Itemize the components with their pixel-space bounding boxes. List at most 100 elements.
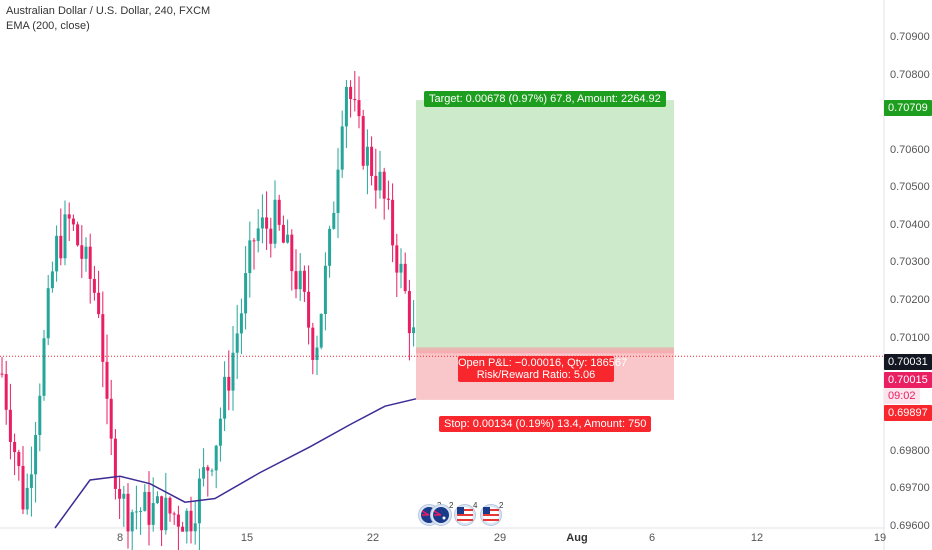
bull-candle — [25, 487, 29, 510]
bull-candle — [231, 352, 235, 391]
bull-candle — [84, 246, 88, 259]
bull-candle — [42, 338, 46, 396]
bull-candle — [332, 212, 336, 229]
bull-candle — [286, 234, 290, 243]
pnl-label[interactable]: Open P&L: −0.00016, Qty: 186567 Risk/Rew… — [458, 356, 627, 382]
time-tick: 22 — [366, 532, 380, 544]
bear-candle — [76, 224, 80, 246]
price-tick: 0.69800 — [890, 445, 930, 457]
bear-candle — [0, 373, 4, 375]
bull-candle — [256, 228, 260, 241]
event-count: 2 — [449, 501, 454, 510]
bear-candle — [311, 327, 315, 360]
event-count: 2 — [499, 501, 504, 510]
price-tick: 0.70200 — [890, 294, 930, 306]
australia-flag-icon[interactable]: 2 — [430, 501, 454, 526]
bear-candle — [113, 438, 117, 489]
bull-candle — [235, 333, 239, 353]
time-tick: 15 — [240, 532, 254, 544]
bear-candle — [302, 270, 306, 292]
bear-candle — [8, 409, 12, 442]
bull-candle — [319, 314, 323, 348]
price-tick: 0.69700 — [890, 482, 930, 494]
bull-candle — [223, 376, 227, 419]
bear-candle — [147, 491, 151, 525]
bear-candle — [290, 234, 294, 272]
event-count: 4 — [473, 501, 478, 510]
bear-candle — [13, 441, 17, 453]
bear-candle — [386, 198, 390, 200]
time-tick-month: Aug — [566, 532, 588, 544]
bear-candle — [403, 263, 407, 292]
bull-candle — [50, 271, 54, 289]
bear-candle — [206, 467, 210, 471]
bull-candle — [38, 395, 42, 436]
bull-candle — [151, 503, 155, 525]
bull-candle — [202, 467, 206, 479]
us-flag-icon[interactable]: 2 — [480, 501, 504, 526]
bear-candle — [17, 452, 21, 466]
time-tick: 19 — [873, 532, 887, 544]
bull-candle — [412, 327, 416, 334]
bull-candle — [336, 169, 340, 213]
price-tick: 0.70800 — [890, 69, 930, 81]
bear-candle — [172, 513, 176, 515]
time-tick: 29 — [493, 532, 507, 544]
bull-candle — [344, 86, 348, 127]
bear-candle — [105, 361, 109, 399]
risk-reward-text: Risk/Reward Ratio: 5.06 — [476, 369, 596, 381]
bull-candle — [134, 511, 138, 513]
bear-candle — [92, 278, 96, 293]
bull-candle — [193, 523, 197, 532]
price-tick: 0.70600 — [890, 144, 930, 156]
price-tick: 0.70900 — [890, 31, 930, 43]
bull-candle — [239, 313, 243, 334]
bull-candle — [139, 510, 143, 512]
target-zone — [416, 100, 674, 351]
bear-candle — [4, 374, 8, 410]
target-label[interactable]: Target: 0.00678 (0.97%) 67.8, Amount: 22… — [424, 91, 666, 107]
bear-candle — [59, 235, 63, 259]
bull-candle — [365, 146, 369, 166]
bear-candle — [118, 488, 122, 499]
bear-candle — [294, 271, 298, 290]
bear-candle — [353, 99, 357, 101]
bear-candle — [269, 228, 273, 244]
bear-candle — [370, 146, 374, 176]
bull-candle — [185, 510, 189, 532]
indicator-title[interactable]: EMA (200, close) — [6, 20, 90, 32]
bull-candle — [399, 263, 403, 273]
bull-candle — [46, 288, 50, 339]
bear-candle — [382, 171, 386, 199]
current-price-tag: 0.70015 — [884, 372, 932, 388]
bear-candle — [227, 376, 231, 391]
price-tick: 0.70300 — [890, 256, 930, 268]
bull-candle — [130, 512, 134, 532]
bear-candle — [97, 292, 101, 315]
stop-label[interactable]: Stop: 0.00134 (0.19%) 13.4, Amount: 750 — [439, 416, 652, 432]
bear-candle — [80, 245, 84, 259]
bear-candle — [281, 224, 285, 243]
us-flag-icon[interactable]: 4 — [454, 501, 478, 526]
bull-candle — [323, 265, 327, 315]
bear-candle — [88, 246, 92, 279]
bar-countdown-tag: 09:02 — [884, 388, 920, 404]
symbol-title[interactable]: Australian Dollar / U.S. Dollar, 240, FX… — [6, 5, 211, 17]
bear-candle — [277, 199, 281, 225]
bull-candle — [164, 497, 168, 531]
bear-candle — [307, 291, 311, 328]
bull-candle — [248, 240, 252, 274]
time-tick: 8 — [116, 532, 124, 544]
bear-candle — [361, 116, 365, 166]
bear-candle — [71, 218, 75, 225]
bear-candle — [160, 496, 164, 531]
bull-candle — [315, 347, 319, 360]
bear-candle — [181, 526, 185, 532]
bear-candle — [265, 217, 269, 229]
bull-candle — [218, 418, 222, 446]
bear-candle — [21, 465, 25, 510]
chart-legend: Australian Dollar / U.S. Dollar, 240, FX… — [6, 4, 210, 34]
bull-candle — [328, 228, 332, 266]
